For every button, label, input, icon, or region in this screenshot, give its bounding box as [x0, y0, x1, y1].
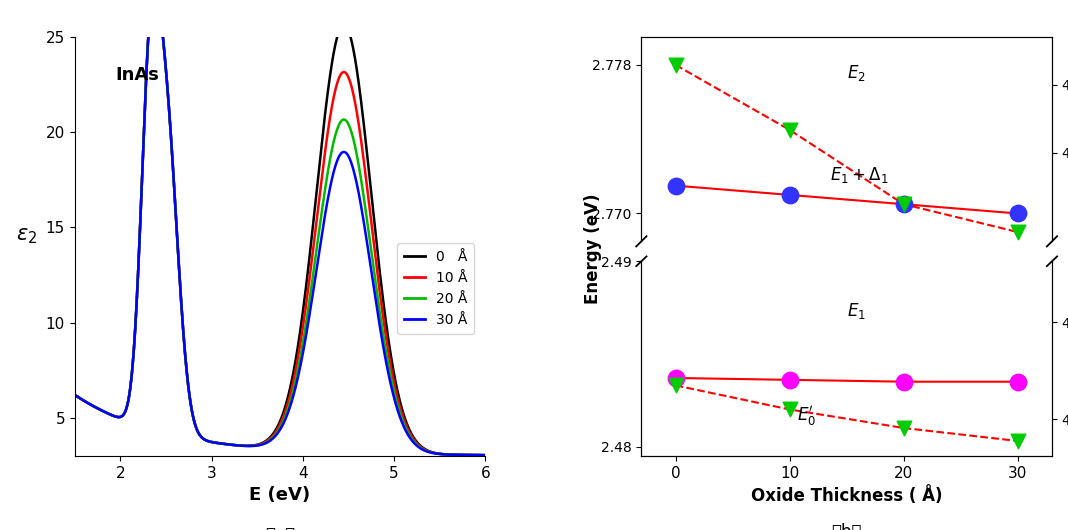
Text: $E_1+\Delta_1$: $E_1+\Delta_1$	[830, 165, 889, 185]
10 Å	[110, 413, 123, 420]
Line: 0   Å: 0 Å	[75, 0, 485, 455]
Point	[1009, 377, 1026, 386]
Point	[1009, 209, 1026, 218]
20 Å	[350, 153, 363, 160]
10 Å	[396, 413, 409, 419]
10 Å	[68, 392, 81, 398]
20 Å	[250, 443, 263, 449]
Line: 20 Å: 20 Å	[75, 0, 485, 455]
Point	[1009, 437, 1026, 445]
X-axis label: Oxide Thickness ( Å): Oxide Thickness ( Å)	[751, 486, 942, 505]
Point	[895, 424, 912, 432]
0   Å	[350, 68, 363, 75]
30 Å	[110, 413, 123, 420]
30 Å	[68, 392, 81, 398]
30 Å	[389, 399, 402, 405]
10 Å	[478, 452, 491, 458]
Text: $E_2$: $E_2$	[847, 63, 865, 83]
Point	[1009, 228, 1026, 236]
0   Å	[250, 442, 263, 448]
Line: 30 Å: 30 Å	[75, 0, 485, 455]
Point	[895, 377, 912, 386]
0   Å	[110, 413, 123, 420]
20 Å	[396, 418, 409, 424]
Point	[895, 200, 912, 208]
0   Å	[68, 392, 81, 398]
20 Å	[235, 443, 248, 449]
0   Å	[478, 452, 491, 458]
Point	[781, 376, 798, 384]
0   Å	[396, 409, 409, 415]
0   Å	[389, 377, 402, 384]
Text: Energy (eV): Energy (eV)	[584, 194, 601, 304]
Legend: 0   Å, 10 Å, 20 Å, 30 Å: 0 Å, 10 Å, 20 Å, 30 Å	[397, 243, 474, 334]
10 Å	[350, 111, 363, 117]
Y-axis label: $\varepsilon_2$: $\varepsilon_2$	[16, 226, 37, 246]
30 Å	[235, 443, 248, 449]
Point	[781, 191, 798, 199]
20 Å	[389, 394, 402, 400]
Point	[895, 200, 912, 208]
20 Å	[68, 392, 81, 398]
Point	[781, 405, 798, 414]
Text: （a）: （a）	[265, 526, 295, 530]
Point	[668, 61, 685, 69]
10 Å	[235, 443, 248, 449]
30 Å	[350, 182, 363, 189]
20 Å	[110, 413, 123, 420]
Text: $E_0'$: $E_0'$	[798, 404, 817, 428]
Point	[781, 126, 798, 134]
30 Å	[396, 421, 409, 427]
10 Å	[250, 442, 263, 448]
0   Å	[235, 443, 248, 449]
30 Å	[250, 443, 263, 449]
Point	[668, 381, 685, 390]
Text: InAs: InAs	[115, 66, 160, 84]
Point	[668, 374, 685, 382]
Point	[668, 181, 685, 190]
10 Å	[389, 386, 402, 392]
Line: 10 Å: 10 Å	[75, 0, 485, 455]
X-axis label: E (eV): E (eV)	[250, 486, 311, 504]
20 Å	[478, 452, 491, 458]
Text: $E_1$: $E_1$	[847, 301, 865, 321]
Text: （b）: （b）	[831, 524, 862, 530]
30 Å	[478, 452, 491, 458]
